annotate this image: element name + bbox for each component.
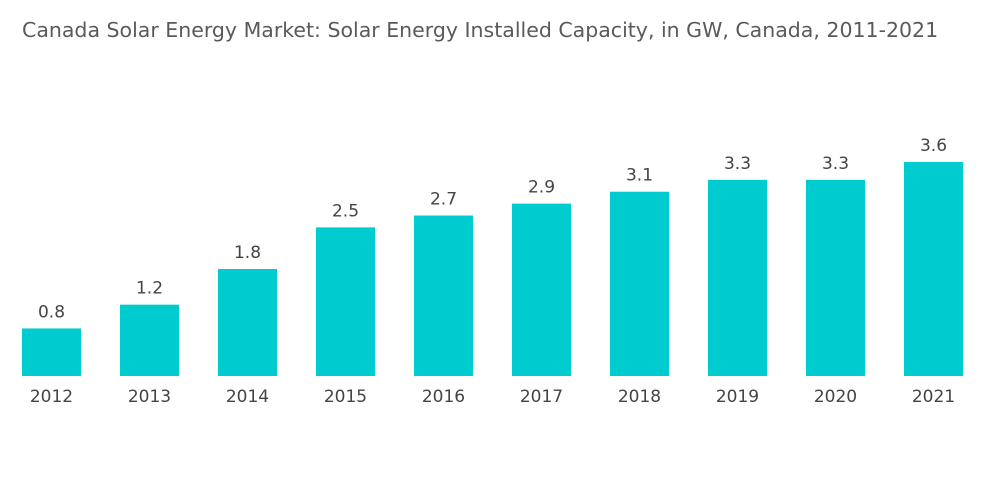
bars-group bbox=[22, 162, 963, 376]
value-label-2012: 0.8 bbox=[38, 302, 65, 322]
value-label-2014: 1.8 bbox=[234, 243, 261, 263]
chart-title: Canada Solar Energy Market: Solar Energy… bbox=[22, 18, 939, 42]
value-label-2018: 3.1 bbox=[626, 166, 653, 186]
x-tick-2021: 2021 bbox=[912, 387, 955, 407]
x-tick-2017: 2017 bbox=[520, 387, 563, 407]
bar-2020 bbox=[806, 179, 865, 376]
x-tick-2012: 2012 bbox=[30, 387, 73, 407]
bar-2013 bbox=[120, 304, 179, 376]
bar-2017 bbox=[512, 203, 571, 376]
value-label-2020: 3.3 bbox=[822, 154, 849, 174]
x-tick-2014: 2014 bbox=[226, 387, 269, 407]
value-label-2019: 3.3 bbox=[724, 154, 751, 174]
bar-2016 bbox=[414, 215, 473, 376]
value-label-2013: 1.2 bbox=[136, 279, 163, 299]
value-labels-group: 0.8 1.2 1.8 2.5 2.7 2.9 3.1 3.3 3.3 3.6 bbox=[38, 136, 947, 322]
value-label-2021: 3.6 bbox=[920, 136, 947, 156]
x-tick-2019: 2019 bbox=[716, 387, 759, 407]
bar-2019 bbox=[708, 179, 767, 376]
bar-2014 bbox=[218, 269, 277, 376]
bar-2021 bbox=[904, 162, 963, 376]
value-label-2016: 2.7 bbox=[430, 190, 457, 210]
bar-2018 bbox=[610, 191, 669, 376]
x-tick-2020: 2020 bbox=[814, 387, 857, 407]
x-tick-2016: 2016 bbox=[422, 387, 465, 407]
bar-2015 bbox=[316, 227, 375, 376]
x-axis-tick-labels: 2012 2013 2014 2015 2016 2017 2018 2019 2020 2021 bbox=[30, 387, 955, 407]
bar-2012 bbox=[22, 328, 81, 376]
x-tick-2013: 2013 bbox=[128, 387, 171, 407]
value-label-2015: 2.5 bbox=[332, 201, 359, 221]
value-label-2017: 2.9 bbox=[528, 178, 555, 198]
x-tick-2015: 2015 bbox=[324, 387, 367, 407]
x-tick-2018: 2018 bbox=[618, 387, 661, 407]
